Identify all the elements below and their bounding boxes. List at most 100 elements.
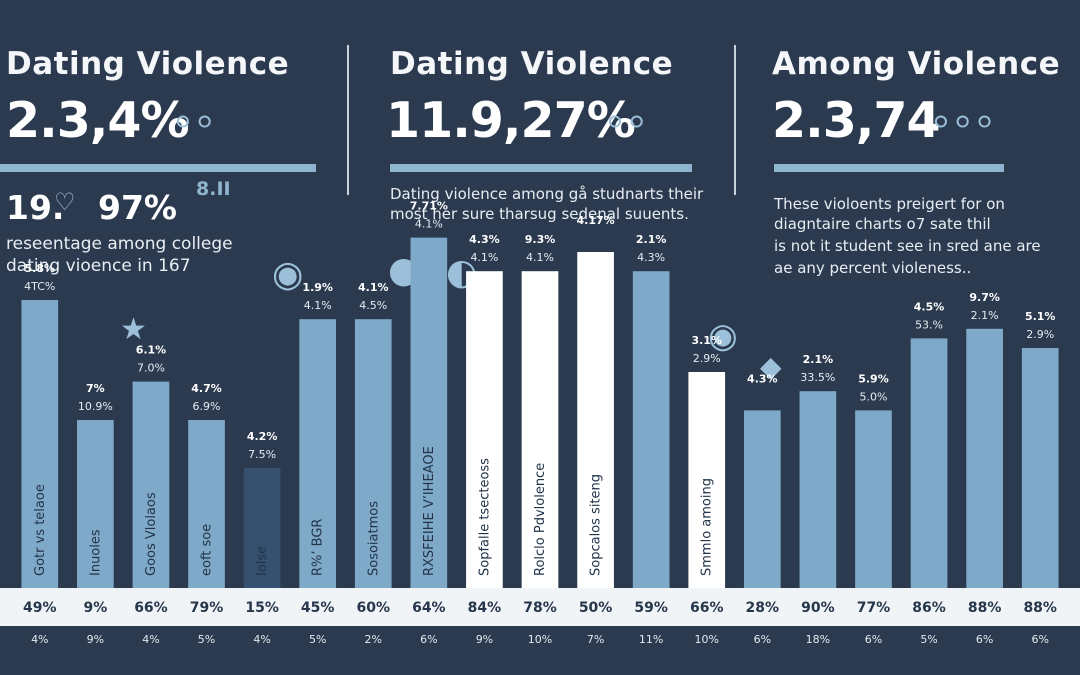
bar-sub-top-label: 4.1% <box>415 218 443 231</box>
bar-sub-top-label: 4.5% <box>359 299 387 312</box>
left-mark: 8.II <box>196 178 231 200</box>
bar-5 <box>243 468 281 588</box>
mask-icon: ◉ <box>272 254 304 295</box>
bar-value-label: 60% <box>357 600 391 616</box>
bar-inner-label: eoft soe <box>200 524 215 576</box>
bar-footnote-label: 5% <box>920 633 937 646</box>
bar-4 <box>188 420 225 588</box>
right-line-1: These violoents preigert for on <box>774 195 1005 213</box>
bar-14 <box>743 410 781 588</box>
bar-inner-label: Inuoles <box>88 529 103 576</box>
bar-16 <box>855 410 892 588</box>
bird-icon: ◆ <box>760 350 782 383</box>
bar-footnote-label: 4% <box>31 633 48 646</box>
right-line-3: is not it student see in sred ane are <box>774 237 1041 255</box>
bar-sub-top-label: 10.9% <box>78 400 113 413</box>
bar-top-label: 4.3% <box>469 233 500 246</box>
bar-footnote-label: 18% <box>806 633 830 646</box>
bar-sub-top-label: 4.3% <box>637 251 665 264</box>
bar-sub-top-label: 4.1% <box>526 251 554 264</box>
col2-rule <box>390 164 692 172</box>
bar-11 <box>577 252 614 588</box>
col1-title: Dating Violence <box>6 46 290 82</box>
bar-top-label: 7.71% <box>410 200 448 213</box>
couple-icon: ⚪⚪ <box>604 108 648 138</box>
heart-icon: ♡ <box>54 188 76 216</box>
bar-footnote-label: 10% <box>695 633 719 646</box>
bar-17 <box>910 338 948 588</box>
left-stat-a: 19. <box>6 188 65 227</box>
bar-inner-label: RXSFEIHE V’IHEAOE <box>422 446 437 576</box>
bar-footnote-label: 6% <box>865 633 882 646</box>
bar-value-label: 9% <box>83 600 107 616</box>
bar-footnote-label: 7% <box>587 633 604 646</box>
col1-stat: 2.3,4% <box>6 92 190 149</box>
bar-10 <box>521 271 559 588</box>
bar-top-label: 2.1% <box>803 353 834 366</box>
bar-8 <box>410 237 448 588</box>
bar-top-label: 9.7% <box>969 291 1000 304</box>
bar-top-label: 5.1% <box>1025 310 1056 323</box>
bar-footnote-label: 5% <box>198 633 215 646</box>
bar-top-label: 4.1% <box>358 281 389 294</box>
bar-18 <box>966 328 1003 588</box>
bar-top-label: 4.7% <box>191 382 222 395</box>
bar-sub-top-label: 4TC% <box>24 280 55 293</box>
bar-top-label: 4.5% <box>914 300 945 313</box>
bar-inner-label: Sopfalle tsecteoss <box>477 458 492 576</box>
bar-sub-top-label: 2.9% <box>1026 328 1054 341</box>
left-stat-b: 97% <box>98 188 177 227</box>
bar-value-label: 45% <box>301 600 335 616</box>
bar-12 <box>632 271 670 588</box>
bar-inner-label: Sopcalos siteng <box>589 474 604 576</box>
bar-value-label: 64% <box>412 600 446 616</box>
bar-top-label: 3.1% <box>691 334 722 347</box>
bar-footnote-label: 4% <box>253 633 270 646</box>
bar-top-label: 2.1% <box>636 233 667 246</box>
mid-line-1: Dating violence among gå studnarts their <box>390 185 704 203</box>
right-line-4: ae any percent violeness.. <box>774 259 972 277</box>
left-line-2: dating vioence in 167 <box>6 256 191 276</box>
col3-title: Among Violence <box>772 46 1061 82</box>
col3-rule <box>774 164 1004 172</box>
bar-value-label: 88% <box>1023 600 1057 616</box>
bar-inner-label: Smmlo amoing <box>700 478 715 576</box>
bar-1 <box>21 300 59 588</box>
bar-top-label: 4.3% <box>747 372 778 385</box>
bar-footnote-label: 2% <box>365 633 382 646</box>
bar-sub-top-label: 6.9% <box>193 400 221 413</box>
bar-top-label: 6.1% <box>136 344 167 357</box>
bar-top-label: 4.17% <box>576 214 614 227</box>
divider-2 <box>734 45 736 195</box>
right-line-2: diagntaire charts o7 sate thil <box>774 215 991 233</box>
bar-13 <box>688 372 726 588</box>
bar-value-label: 28% <box>746 600 780 616</box>
runner-icon: ⚪⚪⚪ <box>930 108 996 138</box>
bar-value-label: 49% <box>23 600 57 616</box>
bar-footnote-label: 6% <box>754 633 771 646</box>
left-line-1: reseentage among college <box>6 234 233 254</box>
bar-inner-label: Goos Vlolaos <box>144 492 159 576</box>
col3-stat: 2.3,74 <box>772 92 941 149</box>
bar-value-label: 88% <box>968 600 1002 616</box>
bar-footnote-label: 5% <box>309 633 326 646</box>
mid-line-2: most her sure tharsug sedenal suuents. <box>390 205 689 223</box>
bar-value-label: 78% <box>523 600 557 616</box>
bar-sub-top-label: 4.1% <box>304 299 332 312</box>
values-strip <box>0 588 1080 626</box>
bar-15 <box>799 391 837 588</box>
bar-footnote-label: 9% <box>476 633 493 646</box>
face-icon: ◉ <box>708 316 738 356</box>
bar-inner-label: Iolse <box>255 546 270 576</box>
bar-value-label: 15% <box>245 600 279 616</box>
bar-top-label: 9.3% <box>525 233 556 246</box>
bar-inner-label: Rolclo Pdvlolence <box>533 463 548 576</box>
bar-footnote-label: 10% <box>528 633 552 646</box>
figures-icon: ⚪⚪ <box>172 108 216 138</box>
bar-value-label: 79% <box>190 600 224 616</box>
divider-1 <box>347 45 349 195</box>
bar-sub-top-label: 4.1% <box>470 251 498 264</box>
bar-value-label: 50% <box>579 600 613 616</box>
bar-footnote-label: 6% <box>420 633 437 646</box>
bar-top-label: 5.8% <box>25 262 56 275</box>
